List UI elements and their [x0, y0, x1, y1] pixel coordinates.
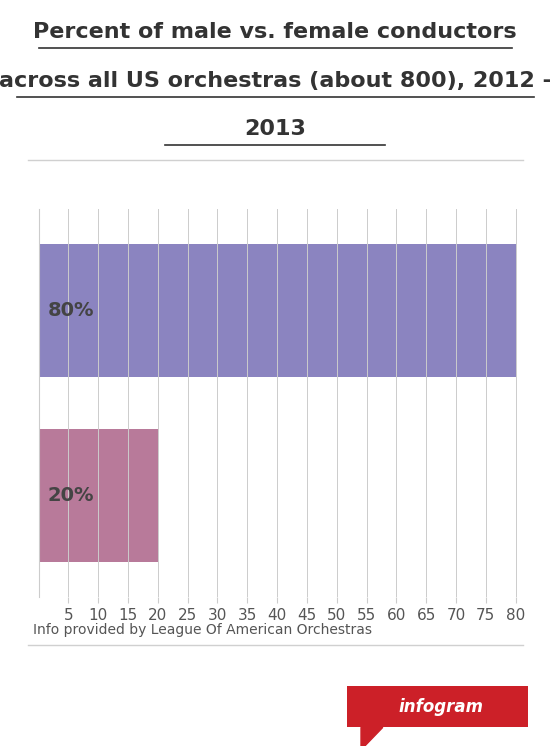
Text: infogram: infogram [398, 698, 483, 716]
Polygon shape [361, 727, 383, 746]
Text: Percent of male vs. female conductors: Percent of male vs. female conductors [33, 22, 517, 43]
Bar [39, 244, 515, 377]
Text: 80%: 80% [47, 301, 94, 320]
Text: 2013: 2013 [244, 119, 306, 140]
Text: Info provided by League Of American Orchestras: Info provided by League Of American Orch… [33, 623, 372, 637]
Text: across all US orchestras (about 800), 2012 -: across all US orchestras (about 800), 20… [0, 71, 550, 91]
Text: 20%: 20% [47, 486, 94, 505]
Bar [39, 429, 158, 562]
